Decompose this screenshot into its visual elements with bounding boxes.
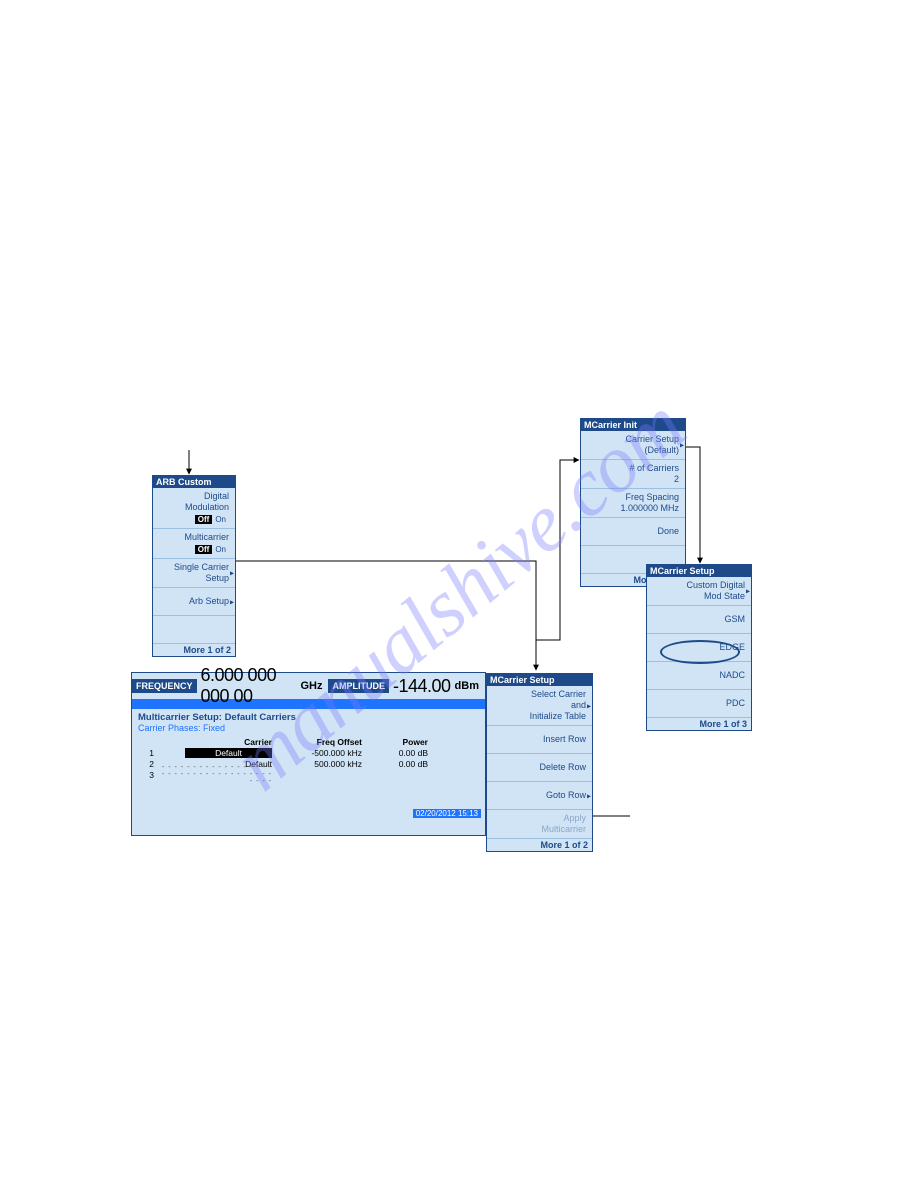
- arb-setup-item[interactable]: Arb Setup: [153, 588, 235, 616]
- amplitude-unit: dBm: [455, 680, 485, 692]
- multicarrier-item[interactable]: Multicarrier OffOn: [153, 529, 235, 559]
- setup-title: Multicarrier Setup: Default Carriers: [138, 712, 479, 723]
- nadc-label: NADC: [719, 670, 745, 681]
- side-footer[interactable]: More 1 of 2: [487, 839, 592, 851]
- freq-spacing-item[interactable]: Freq Spacing 1.000000 MHz: [581, 489, 685, 518]
- multicarrier-label: Multicarrier: [184, 532, 229, 543]
- carrier-phases: Carrier Phases: Fixed: [138, 723, 479, 733]
- row-dashes: - - - - - - - - - - - - - - - - - - - - …: [160, 764, 278, 785]
- display-header: FREQUENCY 6.000 000 000 00 GHz AMPLITUDE…: [132, 673, 485, 699]
- amplitude-value: -144.00: [389, 676, 455, 697]
- single-carrier-label2: Setup: [205, 573, 229, 584]
- digmod-off: Off: [195, 515, 213, 524]
- num-carriers-value: 2: [674, 474, 679, 485]
- select-l3: Initialize Table: [530, 711, 586, 722]
- col-power: Power: [368, 737, 428, 747]
- freq-spacing-value: 1.000000 MHz: [620, 503, 679, 514]
- multi-off: Off: [195, 545, 213, 554]
- row-power: 0.00 dB: [368, 748, 428, 758]
- digmod-on: On: [212, 515, 229, 524]
- insert-row-label: Insert Row: [543, 734, 586, 745]
- table-row[interactable]: 3 - - - - - - - - - - - - - - - - - - - …: [138, 769, 479, 780]
- table-header: Carrier Freq Offset Power: [138, 737, 479, 747]
- arb-custom-menu: ARB Custom Digital Modulation OffOn Mult…: [152, 475, 236, 657]
- select-carrier-item[interactable]: Select Carrier and Initialize Table: [487, 686, 592, 726]
- edge-label: EDGE: [719, 642, 745, 653]
- delete-row-label: Delete Row: [539, 762, 586, 773]
- mcarrier-setup-side-menu: MCarrier Setup Select Carrier and Initia…: [486, 673, 593, 852]
- row-num: 3: [138, 770, 160, 780]
- col-freq: Freq Offset: [278, 737, 368, 747]
- done-label: Done: [657, 526, 679, 537]
- pdc-label: PDC: [726, 698, 745, 709]
- row-freq: 500.000 kHz: [278, 759, 368, 769]
- mcarrier-setup-right-title: MCarrier Setup: [647, 565, 751, 577]
- display-body: Multicarrier Setup: Default Carriers Car…: [132, 709, 485, 819]
- arb-setup-label: Arb Setup: [189, 596, 229, 607]
- row-power: 0.00 dB: [368, 759, 428, 769]
- digital-modulation-item[interactable]: Digital Modulation OffOn: [153, 488, 235, 529]
- row-num: 1: [138, 748, 160, 758]
- table-row[interactable]: 1 Default -500.000 kHz 0.00 dB: [138, 747, 479, 758]
- apply-l1: Apply: [563, 813, 586, 824]
- apply-multicarrier-item[interactable]: Apply Multicarrier: [487, 810, 592, 839]
- done-item[interactable]: Done: [581, 518, 685, 546]
- select-l2: and: [571, 700, 586, 711]
- carrier-setup-label2: (Default): [644, 445, 679, 456]
- display-bluebar: [132, 699, 485, 709]
- nadc-item[interactable]: NADC: [647, 662, 751, 690]
- main-display: FREQUENCY 6.000 000 000 00 GHz AMPLITUDE…: [131, 672, 486, 836]
- frequency-unit: GHz: [300, 680, 328, 692]
- carrier-setup-item[interactable]: Carrier Setup (Default): [581, 431, 685, 460]
- frequency-value: 6.000 000 000 00: [197, 665, 301, 707]
- mcarrier-setup-right-menu: MCarrier Setup Custom Digital Mod State …: [646, 564, 752, 731]
- digital-modulation-label2: Modulation: [185, 502, 229, 513]
- custom-digmod-item[interactable]: Custom Digital Mod State: [647, 577, 751, 606]
- insert-row-item[interactable]: Insert Row: [487, 726, 592, 754]
- single-carrier-setup-item[interactable]: Single Carrier Setup: [153, 559, 235, 588]
- single-carrier-label1: Single Carrier: [174, 562, 229, 573]
- arb-custom-title: ARB Custom: [153, 476, 235, 488]
- row-num: 2: [138, 759, 160, 769]
- mcarrier-init-menu: MCarrier Init Carrier Setup (Default) # …: [580, 418, 686, 587]
- mcarrier-setup-right-footer[interactable]: More 1 of 3: [647, 718, 751, 730]
- num-carriers-label: # of Carriers: [629, 463, 679, 474]
- side-title: MCarrier Setup: [487, 674, 592, 686]
- goto-row-item[interactable]: Goto Row: [487, 782, 592, 810]
- pdc-item[interactable]: PDC: [647, 690, 751, 718]
- num-carriers-item[interactable]: # of Carriers 2: [581, 460, 685, 489]
- mcarrier-init-title: MCarrier Init: [581, 419, 685, 431]
- digital-modulation-label1: Digital: [204, 491, 229, 502]
- apply-l2: Multicarrier: [541, 824, 586, 835]
- custom-digmod-label1: Custom Digital: [686, 580, 745, 591]
- digital-modulation-toggle[interactable]: OffOn: [195, 514, 229, 525]
- multi-on: On: [212, 545, 229, 554]
- select-l1: Select Carrier: [531, 689, 586, 700]
- connector-lines: [0, 0, 918, 1188]
- delete-row-item[interactable]: Delete Row: [487, 754, 592, 782]
- row-carrier: Default: [185, 748, 272, 758]
- freq-spacing-label: Freq Spacing: [625, 492, 679, 503]
- goto-row-label: Goto Row: [546, 790, 586, 801]
- arb-blank-item: [153, 616, 235, 644]
- multicarrier-toggle[interactable]: OffOn: [195, 544, 229, 555]
- arb-custom-footer[interactable]: More 1 of 2: [153, 644, 235, 656]
- frequency-label: FREQUENCY: [132, 679, 197, 693]
- custom-digmod-label2: Mod State: [704, 591, 745, 602]
- carrier-table: Carrier Freq Offset Power 1 Default -500…: [138, 737, 479, 780]
- carrier-setup-label1: Carrier Setup: [625, 434, 679, 445]
- col-carrier: Carrier: [160, 737, 278, 747]
- display-timestamp: 02/20/2012 15:13: [413, 809, 481, 818]
- gsm-item[interactable]: GSM: [647, 606, 751, 634]
- row-freq: -500.000 kHz: [278, 748, 368, 758]
- amplitude-label: AMPLITUDE: [328, 679, 389, 693]
- gsm-label: GSM: [724, 614, 745, 625]
- edge-item[interactable]: EDGE: [647, 634, 751, 662]
